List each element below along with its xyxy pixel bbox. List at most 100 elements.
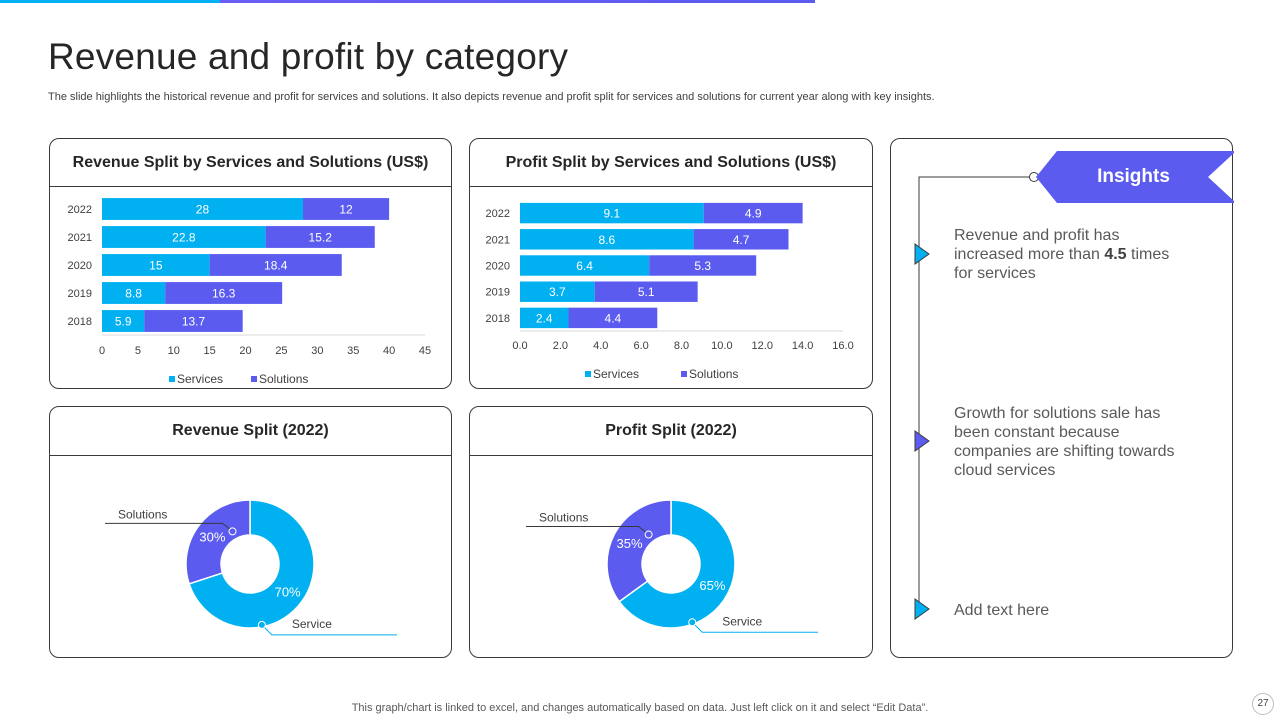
service-callout-label: Service — [722, 614, 762, 628]
x-tick-label: 45 — [419, 345, 431, 357]
bar-services — [520, 255, 650, 276]
footer-note: This graph/chart is linked to excel, and… — [351, 702, 929, 714]
revenue-donut-panel: Revenue Split (2022) 70% 30% Service Soluti… — [49, 406, 452, 658]
x-tick-label: 0.0 — [512, 340, 527, 352]
bar-value-label: 15 — [149, 259, 163, 273]
bar-value-label: 9.1 — [604, 207, 621, 221]
donut-percent-label: 65% — [699, 578, 725, 593]
bar-solutions — [302, 198, 390, 220]
bar-value-label: 2.4 — [536, 311, 553, 325]
x-tick-label: 15 — [204, 345, 216, 357]
x-tick-label: 0 — [99, 345, 105, 357]
legend-swatch — [681, 371, 687, 377]
bar-value-label: 6.4 — [576, 259, 593, 273]
service-leader-dot — [688, 618, 697, 627]
insight-item-3[interactable]: Add text here — [954, 602, 1050, 619]
x-tick-label: 14.0 — [792, 340, 813, 352]
solutions-leader-line — [105, 522, 233, 532]
x-tick-label: 40 — [383, 345, 395, 357]
revenue-donut-chart[interactable]: 70% 30% Service Solutions — [50, 407, 453, 659]
insights-title: Insights — [1097, 166, 1170, 187]
bar-value-label: 16.3 — [212, 287, 236, 301]
bar-solutions — [209, 254, 342, 276]
category-label: 2019 — [486, 287, 510, 299]
x-tick-label: 10 — [168, 345, 180, 357]
profit-bar-chart[interactable]: 0.0 2.0 4.0 6.0 8.0 10.0 12.0 14.0 16.0 2022 9.1 4.… — [470, 139, 874, 390]
top-accent-bar — [0, 0, 815, 3]
category-label: 2018 — [486, 313, 510, 325]
bar-services — [102, 282, 166, 304]
bar-value-label: 4.4 — [605, 311, 622, 325]
bar-value-label: 18.4 — [264, 259, 288, 273]
insights-ribbon — [1036, 151, 1234, 203]
legend-swatch — [251, 376, 257, 382]
bar-services — [102, 198, 303, 220]
service-callout-label: Service — [292, 617, 332, 631]
bar-solutions — [165, 282, 283, 304]
category-label: 2022 — [486, 208, 510, 220]
bar-value-label: 15.2 — [309, 231, 333, 245]
legend-label: Services — [177, 372, 223, 386]
x-tick-label: 25 — [275, 345, 287, 357]
bar-value-label: 8.6 — [598, 233, 615, 247]
timeline-line — [918, 176, 1034, 179]
bar-services — [102, 226, 266, 248]
solutions-leader-dot — [644, 530, 653, 539]
service-leader-line — [691, 621, 818, 633]
insights-timeline — [914, 151, 1234, 620]
x-tick-label: 35 — [347, 345, 359, 357]
profit-bar-panel: Profit Split by Services and Solutions (… — [469, 138, 873, 389]
bar-solutions — [144, 310, 243, 332]
arrow-marker-3-icon — [914, 598, 930, 620]
solutions-callout-label: Solutions — [118, 507, 167, 521]
bar-value-label: 4.9 — [745, 207, 762, 221]
solutions-callout-label: Solutions — [539, 511, 588, 525]
arrow-marker-2-icon — [914, 430, 930, 452]
revenue-bar-chart[interactable]: 0 5 10 15 20 25 30 35 40 45 2022 28 12 2021 22.8 15.2 20… — [50, 139, 453, 390]
x-tick-label: 30 — [311, 345, 323, 357]
bar-value-label: 3.7 — [549, 285, 566, 299]
x-tick-label: 5 — [135, 345, 141, 357]
profit-bar-title: Profit Split by Services and Solutions (… — [470, 139, 872, 187]
solutions-leader-dot — [228, 527, 237, 536]
page-subtitle: The slide highlights the historical reve… — [48, 91, 935, 103]
legend-label: Solutions — [689, 367, 738, 381]
donut-percent-label: 70% — [275, 584, 301, 599]
revenue-bar-title: Revenue Split by Services and Solutions … — [50, 139, 451, 187]
x-tick-label: 20 — [239, 345, 251, 357]
category-label: 2020 — [486, 261, 510, 273]
bar-value-label: 13.7 — [182, 315, 206, 329]
insight-item-2: Growth for solutions sale has been const… — [954, 405, 1175, 479]
x-tick-label: 8.0 — [674, 340, 689, 352]
bar-value-label: 5.1 — [638, 285, 655, 299]
bar-services — [520, 229, 694, 250]
category-label: 2018 — [68, 316, 92, 328]
legend-swatch — [169, 376, 175, 382]
category-label: 2021 — [68, 232, 92, 244]
legend-label: Services — [593, 367, 639, 381]
donut-slice-solutions — [185, 499, 251, 585]
x-tick-label: 2.0 — [553, 340, 568, 352]
x-tick-label: 6.0 — [633, 340, 648, 352]
legend-swatch — [585, 371, 591, 377]
bar-solutions — [594, 281, 698, 302]
x-tick-label: 4.0 — [593, 340, 608, 352]
category-label: 2020 — [68, 260, 92, 272]
bar-solutions — [265, 226, 375, 248]
legend-label: Solutions — [259, 372, 308, 386]
profit-donut-chart[interactable]: 65% 35% Service Solutions — [470, 407, 874, 659]
bar-value-label: 8.8 — [125, 287, 142, 301]
donut-slice-solutions — [606, 499, 672, 603]
x-tick-label: 12.0 — [752, 340, 773, 352]
profit-donut-panel: Profit Split (2022) 65% 35% Service Solutio… — [469, 406, 873, 658]
bar-value-label: 5.3 — [694, 259, 711, 273]
x-tick-label: 10.0 — [711, 340, 732, 352]
bar-services — [102, 310, 145, 332]
bar-services — [520, 202, 704, 224]
bar-solutions — [693, 229, 789, 250]
service-leader-line — [261, 624, 397, 636]
bar-value-label: 22.8 — [172, 231, 196, 245]
category-label: 2021 — [486, 234, 510, 246]
bar-value-label: 12 — [339, 203, 353, 217]
bar-services — [520, 307, 569, 329]
